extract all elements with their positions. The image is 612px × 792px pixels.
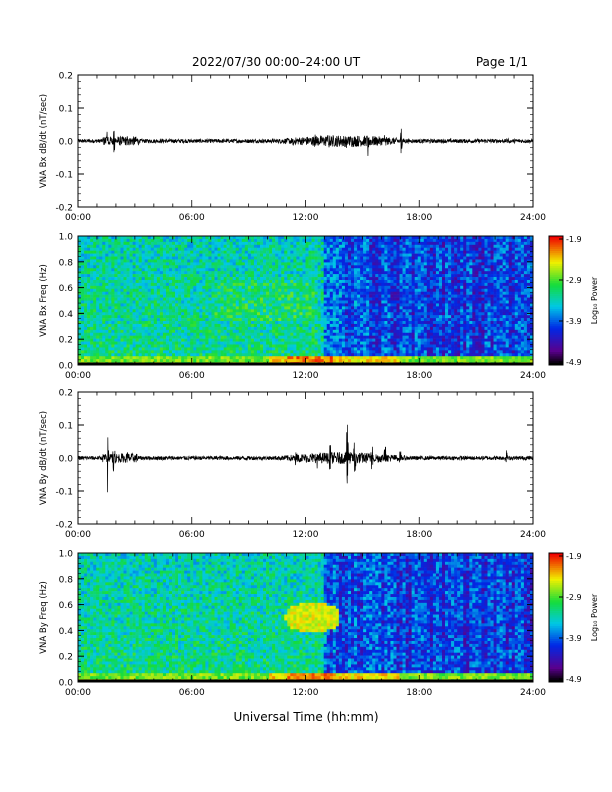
waveform-series (77, 128, 534, 156)
y-tick-label: 0.2 (59, 653, 73, 663)
colorbar-tick-label: -3.9 (566, 634, 582, 643)
x-tick-label: 18:00 (406, 213, 432, 223)
y-tick-label: -0.2 (55, 521, 73, 531)
spectrogram-cells (78, 236, 534, 366)
y-tick-label: 0.8 (59, 575, 74, 585)
y-tick-label: 0.2 (59, 336, 73, 346)
x-tick-label: 18:00 (406, 530, 432, 540)
colorbar-tick-label: -1.9 (566, 235, 582, 244)
colorbar: -1.9 -2.9 -3.9 -4.9 Log₁₀ Power (548, 235, 599, 367)
page-number: Page 1/1 (476, 55, 528, 69)
y-tick-label: 0.0 (59, 679, 74, 689)
y-tick-label: 0.0 (59, 455, 74, 465)
plot-frame (77, 74, 534, 208)
colorbar-tick-label: -2.9 (566, 593, 582, 602)
panel-bx-waveform: 0.2 0.1 0.0 -0.1 -0.200:00 06:00 12:00 18:00 24:… (39, 72, 546, 224)
y-tick-label: 0.2 (59, 72, 73, 82)
x-tick-label: 06:00 (179, 213, 205, 223)
y-tick-label: 1.0 (59, 233, 74, 243)
colorbar-tick-label: -4.9 (566, 675, 582, 684)
y-tick-label: 0.4 (59, 310, 74, 320)
x-tick-label: 00:00 (65, 688, 91, 698)
plot-frame (77, 391, 534, 525)
colorbar-frame (548, 552, 564, 683)
waveform-series (77, 424, 534, 493)
y-tick-label: 0.1 (59, 422, 73, 432)
y-tick-label: -0.1 (55, 488, 73, 498)
x-tick-label: 00:00 (65, 530, 91, 540)
colorbar: -1.9 -2.9 -3.9 -4.9 Log₁₀ Power (548, 552, 599, 684)
x-tick-label: 18:00 (406, 688, 432, 698)
y-tick-label: 0.8 (59, 258, 74, 268)
colorbar-tick-label: -3.9 (566, 317, 582, 326)
y-tick-label: -0.2 (55, 204, 73, 214)
plot-frame (77, 235, 534, 366)
y-axis-label: VNA By dB/dt (nT/sec) (39, 411, 49, 505)
y-tick-label: 0.6 (59, 601, 74, 611)
x-tick-label: 12:00 (293, 530, 319, 540)
x-axis-label: Universal Time (hh:mm) (233, 710, 378, 724)
x-tick-label: 24:00 (520, 213, 546, 223)
panel-by-waveform: 0.2 0.1 0.0 -0.1 -0.200:00 06:00 12:00 18:00 24:… (39, 389, 546, 541)
y-tick-label: 0.2 (59, 389, 73, 399)
x-tick-label: 24:00 (520, 530, 546, 540)
colorbar-tick-label: -2.9 (566, 276, 582, 285)
y-tick-label: 0.1 (59, 105, 73, 115)
x-tick-label: 24:00 (520, 371, 546, 381)
y-axis-label: VNA Bx dB/dt (nT/sec) (39, 94, 49, 188)
y-tick-label: 0.0 (59, 362, 74, 372)
y-tick-label: -0.1 (55, 171, 73, 181)
colorbar-label: Log₁₀ Power (590, 276, 599, 324)
y-axis-label: VNA By Freq (Hz) (39, 581, 49, 654)
x-tick-label: 06:00 (179, 371, 205, 381)
colorbar-tick-label: -4.9 (566, 358, 582, 367)
x-tick-label: 06:00 (179, 688, 205, 698)
y-tick-label: 1.0 (59, 550, 74, 560)
panel-by-spectrogram: -1.9 -2.9 -3.9 -4.9 Log₁₀ Power 1.0 0.8 0.6 0.4 0… (39, 550, 599, 699)
colorbar-label: Log₁₀ Power (590, 593, 599, 641)
y-tick-label: 0.6 (59, 284, 74, 294)
x-tick-label: 00:00 (65, 213, 91, 223)
x-tick-label: 06:00 (179, 530, 205, 540)
x-tick-label: 12:00 (293, 213, 319, 223)
x-tick-label: 18:00 (406, 371, 432, 381)
spectrogram-cells (78, 553, 534, 683)
colorbar-tick-label: -1.9 (566, 552, 582, 561)
y-tick-label: 0.4 (59, 627, 74, 637)
plot-frame (77, 552, 534, 683)
x-tick-label: 24:00 (520, 688, 546, 698)
page-title: 2022/07/30 00:00–24:00 UT (192, 55, 361, 69)
y-tick-label: 0.0 (59, 138, 74, 148)
x-tick-label: 00:00 (65, 371, 91, 381)
colorbar-frame (548, 235, 564, 366)
y-axis-label: VNA Bx Freq (Hz) (39, 264, 49, 337)
panel-bx-spectrogram: -1.9 -2.9 -3.9 -4.9 Log₁₀ Power 1.0 0.8 0.6 0.4 0… (39, 233, 599, 382)
x-tick-label: 12:00 (293, 688, 319, 698)
x-tick-label: 12:00 (293, 371, 319, 381)
